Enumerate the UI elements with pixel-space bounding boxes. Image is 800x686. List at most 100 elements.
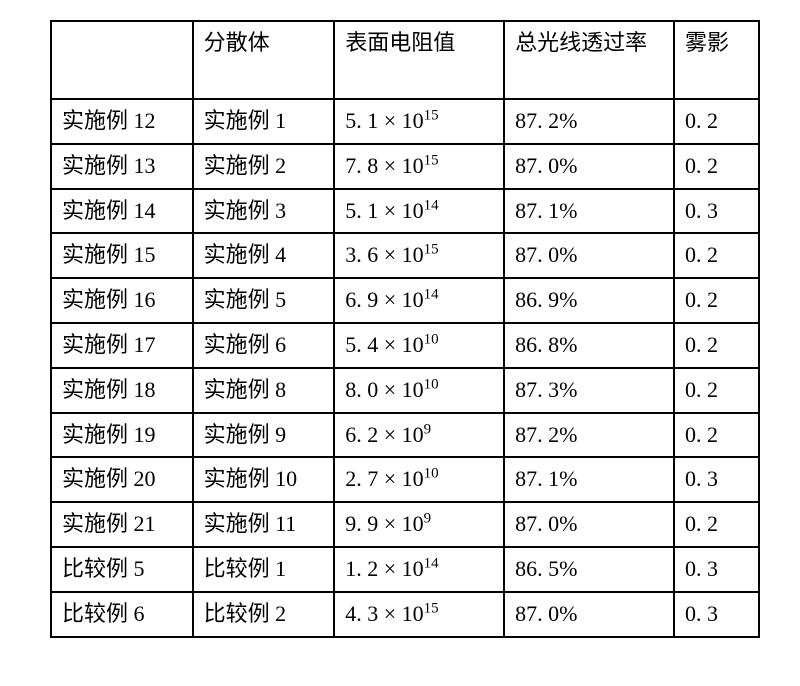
cell-dispersion: 实施例 11: [193, 502, 335, 547]
resistance-base: 6. 2 × 10: [345, 422, 423, 447]
cell-resistance: 3. 6 × 1015: [334, 233, 504, 278]
resistance-exponent: 14: [424, 197, 439, 213]
table-row: 比较例 5比较例 11. 2 × 101486. 5%0. 3: [51, 547, 759, 592]
resistance-exponent: 15: [424, 152, 439, 168]
cell-transmittance: 87. 0%: [504, 144, 674, 189]
table-row: 比较例 6比较例 24. 3 × 101587. 0%0. 3: [51, 592, 759, 637]
data-table: 分散体 表面电阻值 总光线透过率 雾影 实施例 12实施例 15. 1 × 10…: [50, 20, 760, 638]
cell-dispersion: 比较例 2: [193, 592, 335, 637]
cell-haze: 0. 2: [674, 144, 759, 189]
cell-example-id: 实施例 14: [51, 189, 193, 234]
header-cell-transmittance: 总光线透过率: [504, 21, 674, 99]
cell-example-id: 实施例 21: [51, 502, 193, 547]
cell-haze: 0. 2: [674, 323, 759, 368]
cell-example-id: 实施例 18: [51, 368, 193, 413]
resistance-base: 4. 3 × 10: [345, 601, 423, 626]
table-row: 实施例 18实施例 88. 0 × 101087. 3%0. 2: [51, 368, 759, 413]
resistance-exponent: 9: [424, 421, 432, 437]
cell-example-id: 实施例 15: [51, 233, 193, 278]
cell-dispersion: 实施例 8: [193, 368, 335, 413]
header-cell-dispersion: 分散体: [193, 21, 335, 99]
cell-transmittance: 87. 0%: [504, 233, 674, 278]
cell-resistance: 2. 7 × 1010: [334, 457, 504, 502]
cell-haze: 0. 2: [674, 502, 759, 547]
cell-haze: 0. 2: [674, 413, 759, 458]
resistance-exponent: 14: [424, 556, 439, 572]
cell-transmittance: 87. 1%: [504, 189, 674, 234]
cell-dispersion: 实施例 10: [193, 457, 335, 502]
cell-transmittance: 87. 2%: [504, 413, 674, 458]
cell-resistance: 5. 1 × 1014: [334, 189, 504, 234]
cell-dispersion: 实施例 3: [193, 189, 335, 234]
resistance-exponent: 14: [424, 287, 439, 303]
resistance-base: 8. 0 × 10: [345, 377, 423, 402]
cell-example-id: 实施例 13: [51, 144, 193, 189]
cell-example-id: 比较例 6: [51, 592, 193, 637]
cell-transmittance: 86. 9%: [504, 278, 674, 323]
resistance-exponent: 10: [424, 466, 439, 482]
cell-resistance: 1. 2 × 1014: [334, 547, 504, 592]
table-row: 实施例 15实施例 43. 6 × 101587. 0%0. 2: [51, 233, 759, 278]
table-row: 实施例 12实施例 15. 1 × 101587. 2%0. 2: [51, 99, 759, 144]
cell-resistance: 6. 9 × 1014: [334, 278, 504, 323]
resistance-base: 5. 1 × 10: [345, 198, 423, 223]
table-row: 实施例 21实施例 119. 9 × 10987. 0%0. 2: [51, 502, 759, 547]
cell-transmittance: 87. 2%: [504, 99, 674, 144]
cell-haze: 0. 3: [674, 189, 759, 234]
page: 分散体 表面电阻值 总光线透过率 雾影 实施例 12实施例 15. 1 × 10…: [0, 0, 800, 686]
resistance-exponent: 15: [424, 108, 439, 124]
cell-dispersion: 实施例 9: [193, 413, 335, 458]
table-row: 实施例 16实施例 56. 9 × 101486. 9%0. 2: [51, 278, 759, 323]
cell-transmittance: 87. 3%: [504, 368, 674, 413]
cell-dispersion: 实施例 1: [193, 99, 335, 144]
resistance-exponent: 15: [424, 242, 439, 258]
table-body: 实施例 12实施例 15. 1 × 101587. 2%0. 2实施例 13实施…: [51, 99, 759, 637]
resistance-base: 9. 9 × 10: [345, 511, 423, 536]
cell-example-id: 比较例 5: [51, 547, 193, 592]
cell-dispersion: 比较例 1: [193, 547, 335, 592]
cell-haze: 0. 2: [674, 99, 759, 144]
cell-dispersion: 实施例 4: [193, 233, 335, 278]
resistance-exponent: 10: [424, 332, 439, 348]
table-row: 实施例 14实施例 35. 1 × 101487. 1%0. 3: [51, 189, 759, 234]
cell-haze: 0. 2: [674, 233, 759, 278]
cell-transmittance: 86. 8%: [504, 323, 674, 368]
header-cell-blank: [51, 21, 193, 99]
cell-resistance: 9. 9 × 109: [334, 502, 504, 547]
header-cell-haze: 雾影: [674, 21, 759, 99]
resistance-exponent: 15: [424, 600, 439, 616]
cell-example-id: 实施例 20: [51, 457, 193, 502]
cell-dispersion: 实施例 5: [193, 278, 335, 323]
resistance-base: 3. 6 × 10: [345, 242, 423, 267]
cell-haze: 0. 2: [674, 278, 759, 323]
resistance-base: 5. 1 × 10: [345, 108, 423, 133]
cell-resistance: 5. 1 × 1015: [334, 99, 504, 144]
table-header-row: 分散体 表面电阻值 总光线透过率 雾影: [51, 21, 759, 99]
table-row: 实施例 13实施例 27. 8 × 101587. 0%0. 2: [51, 144, 759, 189]
cell-example-id: 实施例 12: [51, 99, 193, 144]
cell-resistance: 7. 8 × 1015: [334, 144, 504, 189]
cell-haze: 0. 3: [674, 457, 759, 502]
cell-dispersion: 实施例 2: [193, 144, 335, 189]
resistance-base: 2. 7 × 10: [345, 466, 423, 491]
cell-resistance: 4. 3 × 1015: [334, 592, 504, 637]
cell-example-id: 实施例 19: [51, 413, 193, 458]
resistance-exponent: 9: [424, 511, 432, 527]
cell-example-id: 实施例 17: [51, 323, 193, 368]
table-row: 实施例 20实施例 102. 7 × 101087. 1%0. 3: [51, 457, 759, 502]
cell-haze: 0. 2: [674, 368, 759, 413]
resistance-base: 6. 9 × 10: [345, 287, 423, 312]
cell-transmittance: 87. 0%: [504, 502, 674, 547]
cell-haze: 0. 3: [674, 592, 759, 637]
cell-dispersion: 实施例 6: [193, 323, 335, 368]
cell-example-id: 实施例 16: [51, 278, 193, 323]
cell-resistance: 8. 0 × 1010: [334, 368, 504, 413]
resistance-exponent: 10: [424, 376, 439, 392]
resistance-base: 1. 2 × 10: [345, 556, 423, 581]
cell-transmittance: 87. 0%: [504, 592, 674, 637]
table-row: 实施例 19实施例 96. 2 × 10987. 2%0. 2: [51, 413, 759, 458]
resistance-base: 7. 8 × 10: [345, 153, 423, 178]
header-cell-resistance: 表面电阻值: [334, 21, 504, 99]
cell-resistance: 6. 2 × 109: [334, 413, 504, 458]
cell-haze: 0. 3: [674, 547, 759, 592]
